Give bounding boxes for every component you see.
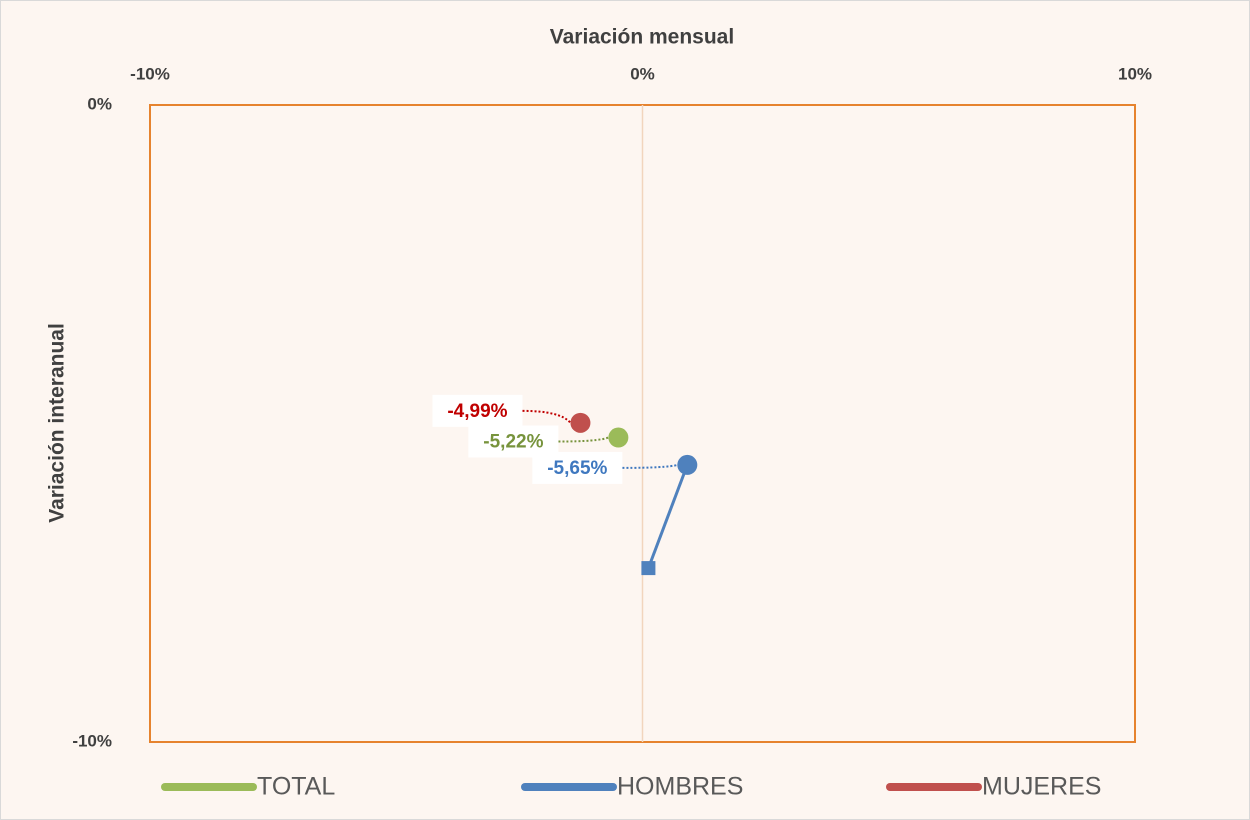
point xyxy=(608,427,629,448)
x-tick-label: -10% xyxy=(130,64,170,83)
leader-line xyxy=(622,463,678,469)
x-tick-label: 10% xyxy=(1118,64,1152,83)
series-line xyxy=(647,464,689,569)
leader-line xyxy=(558,436,609,443)
point xyxy=(641,561,656,576)
label-box xyxy=(532,451,623,484)
data-label: -5,65% xyxy=(547,458,607,479)
legend-label: MUJERES xyxy=(982,773,1101,801)
label-box xyxy=(432,394,523,427)
legend-label: HOMBRES xyxy=(617,773,743,801)
leader-line xyxy=(522,409,572,424)
y-tick-label: 0% xyxy=(87,94,112,113)
legend-label: TOTAL xyxy=(257,773,335,801)
x-axis-title: Variación mensual xyxy=(550,26,734,49)
data-label: -5,22% xyxy=(483,432,543,453)
y-tick-label: -10% xyxy=(72,731,112,750)
point xyxy=(677,454,698,475)
data-label: -4,99% xyxy=(447,401,507,422)
y-axis-title: Variación interanual xyxy=(46,323,69,523)
x-tick-label: 0% xyxy=(630,64,655,83)
point xyxy=(570,412,591,433)
